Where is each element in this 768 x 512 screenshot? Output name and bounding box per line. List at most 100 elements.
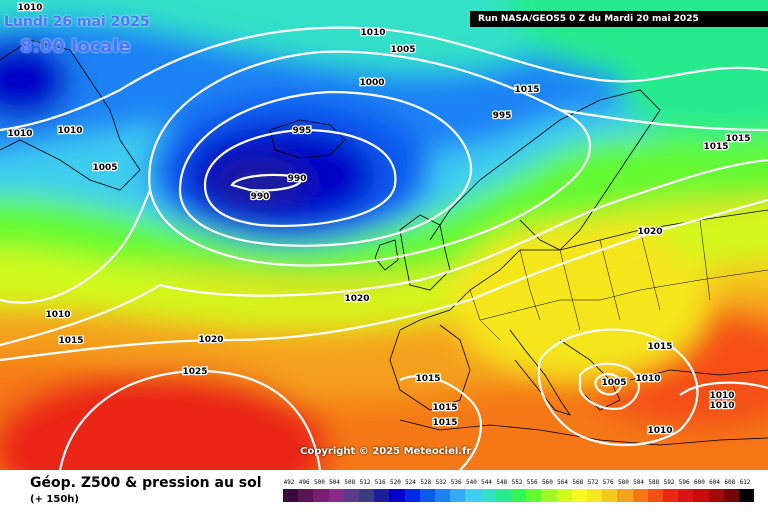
scale-swatch (556, 489, 572, 502)
isobar-1015 (0, 158, 768, 347)
scale-swatch (419, 489, 435, 502)
scale-swatch (526, 489, 542, 502)
isobar-label: 1020 (344, 294, 369, 304)
scale-swatch (450, 489, 466, 502)
scandinavia-coast (429, 89, 661, 251)
forecast-time: 8:00 locale (20, 36, 131, 57)
scale-label: 588 (648, 479, 660, 486)
scale-label: 592 (663, 479, 675, 486)
scale-label: 560 (541, 479, 553, 486)
scale-label: 556 (526, 479, 538, 486)
scale-swatch (495, 489, 511, 502)
ireland-coast (374, 239, 399, 271)
scale-label: 572 (587, 479, 599, 486)
isobar-1010d (679, 381, 768, 396)
scale-label: 600 (693, 479, 705, 486)
scale-label: 504 (329, 479, 341, 486)
scale-label: 548 (496, 479, 508, 486)
isobar-label: 1010 (45, 310, 70, 320)
scale-swatch (663, 489, 679, 502)
scale-swatch (693, 489, 709, 502)
isobar-label: 1015 (58, 336, 83, 346)
scale-swatch (587, 489, 603, 502)
isobar-label: 1015 (514, 85, 539, 95)
scale-label: 524 (405, 479, 417, 486)
scale-swatch (389, 489, 405, 502)
isobar-label: 990 (251, 192, 270, 202)
copyright: Copyright © 2025 Meteociel.fr (300, 446, 472, 457)
isobar-1025 (58, 370, 322, 470)
scale-swatch (374, 489, 390, 502)
scale-swatch (632, 489, 648, 502)
scale-swatch (480, 489, 496, 502)
scale-label: 596 (678, 479, 690, 486)
isobar-label: 1020 (198, 335, 223, 345)
legend-title: Géop. Z500 & pression au sol (30, 475, 262, 491)
scale-swatch (708, 489, 724, 502)
scale-label: 540 (465, 479, 477, 486)
isobar-1010 (0, 26, 768, 132)
scale-label: 580 (617, 479, 629, 486)
scale-swatch (465, 489, 481, 502)
scale-swatch (343, 489, 359, 502)
scale-label: 608 (724, 479, 736, 486)
isobar-label: 1010 (709, 391, 734, 401)
isobar-label: 1010 (709, 401, 734, 411)
isobar-label: 1015 (647, 342, 672, 352)
isobar-1010c (578, 362, 640, 410)
scale-label: 508 (344, 479, 356, 486)
scale-swatch (511, 489, 527, 502)
turkey-coast (629, 369, 768, 381)
isobar-1015b (559, 108, 768, 132)
scale-label: 528 (420, 479, 432, 486)
isobar-label: 1015 (415, 374, 440, 384)
scale-swatch (647, 489, 663, 502)
color-scale: 492 496 500 504 508 512 516 520 524 528 532 536 540 5… (283, 479, 755, 505)
scale-swatch (571, 489, 587, 502)
isobar-label: 1015 (703, 142, 728, 152)
britain-coast (399, 214, 451, 291)
isobar-label: 1010 (360, 28, 385, 38)
scale-swatch (541, 489, 557, 502)
scale-label: 492 (283, 479, 295, 486)
scale-label: 552 (511, 479, 523, 486)
iceland-coast (269, 119, 346, 159)
isobar-label: 1020 (637, 227, 662, 237)
scale-label: 512 (359, 479, 371, 486)
scale-label: 604 (709, 479, 721, 486)
isobar-label: 990 (288, 174, 307, 184)
run-banner: Run NASA/GEOS5 0 Z du Mardi 20 mai 2025 (470, 11, 768, 27)
scale-swatch (739, 489, 755, 502)
isobar-1020 (0, 198, 768, 362)
balkans-coast (559, 339, 621, 411)
scale-label: 544 (481, 479, 493, 486)
scale-label: 496 (298, 479, 310, 486)
legend-panel: Géop. Z500 & pression au sol (+ 150h) 49… (0, 470, 768, 512)
isobar-1010b (0, 189, 152, 304)
scale-swatch (404, 489, 420, 502)
isobar-label: 1015 (725, 134, 750, 144)
isobar-label: 1010 (647, 426, 672, 436)
scale-swatch (435, 489, 451, 502)
isobars (0, 26, 768, 470)
greenland-coast (0, 39, 141, 191)
scale-swatch (313, 489, 329, 502)
isobar-label: 1015 (432, 403, 457, 413)
isobar-label: 1010 (635, 374, 660, 384)
isobar-label: 1000 (359, 78, 384, 88)
coastlines (0, 39, 768, 446)
isobar-label: 1015 (432, 418, 457, 428)
isobar-label: 1025 (182, 367, 207, 377)
scale-label: 584 (633, 479, 645, 486)
legend-subtitle: (+ 150h) (30, 494, 79, 505)
scale-label: 516 (374, 479, 386, 486)
isobar-label: 1005 (390, 45, 415, 55)
isobar-label: 995 (293, 126, 312, 136)
isobar-1000 (178, 90, 473, 247)
isobar-1015c (399, 375, 482, 470)
scale-label: 564 (557, 479, 569, 486)
scale-label: 532 (435, 479, 447, 486)
